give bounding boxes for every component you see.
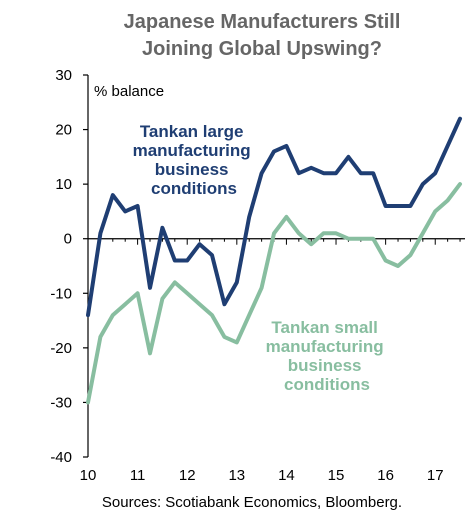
chart-title-line-2: Joining Global Upswing?	[142, 38, 382, 60]
y-tick-label: 0	[64, 231, 72, 248]
series-large-label-line-1: Tankan large	[140, 122, 244, 141]
x-tick-label: 16	[377, 467, 394, 484]
x-tick-label: 11	[130, 467, 146, 484]
y-tick-label: -40	[50, 449, 72, 466]
y-axis-unit-label: % balance	[94, 83, 164, 100]
y-tick-label: 10	[55, 176, 72, 193]
y-tick-label: -30	[50, 394, 72, 411]
x-tick-label: 15	[328, 467, 345, 484]
x-axis: 10 11 12 13 14 15 16 17	[80, 238, 465, 484]
x-tick-label: 14	[278, 467, 295, 484]
series-large-label-line-4: conditions	[151, 179, 237, 198]
chart-title-line-1: Japanese Manufacturers Still	[124, 11, 401, 33]
tankan-large-line	[86, 116, 462, 318]
source-note: Sources: Scotiabank Economics, Bloomberg…	[102, 494, 402, 511]
x-tick-label: 10	[80, 467, 97, 484]
series-lines	[86, 116, 462, 405]
tankan-small-line	[86, 182, 462, 405]
x-tick-label: 13	[228, 467, 245, 484]
y-tick-label: -20	[50, 340, 72, 357]
y-tick-label: -10	[50, 285, 72, 302]
x-tick-label: 12	[179, 467, 196, 484]
y-axis: 30 20 10 0 -10 -20 -30 -40	[50, 67, 89, 466]
svg-text:Tankan small manufacturing: Tankan small manufacturing business cond…	[266, 318, 389, 394]
series-small-label-line-2: manufacturing	[266, 337, 384, 356]
series-large-label-line-2: manufacturing	[133, 141, 251, 160]
series-small-label-line-4: conditions	[284, 375, 370, 394]
svg-text:Tankan large manufacturing: Tankan large manufacturing business cond…	[133, 122, 256, 198]
series-small-label-line-1: Tankan small	[271, 318, 377, 337]
series-small-label-line-3: business	[288, 356, 362, 375]
series-large-label-line-3: business	[155, 160, 229, 179]
x-tick-label: 17	[427, 467, 444, 484]
y-tick-label: 20	[55, 122, 72, 139]
y-tick-label: 30	[55, 67, 72, 84]
